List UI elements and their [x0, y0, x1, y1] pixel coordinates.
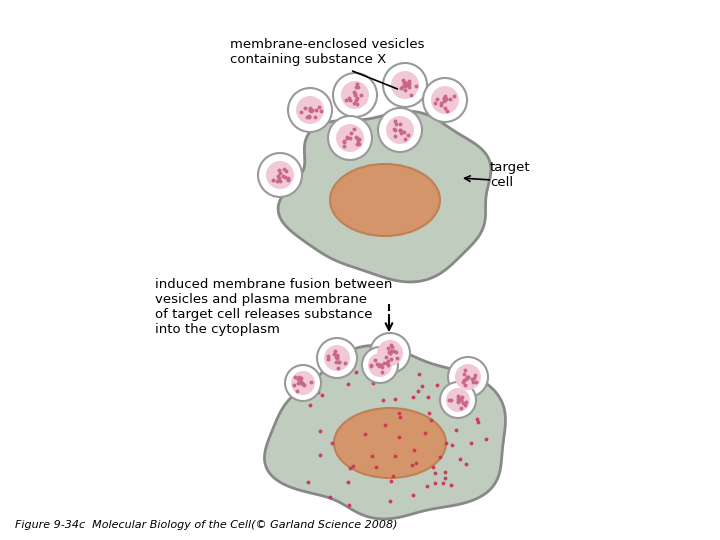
- Ellipse shape: [330, 164, 440, 236]
- Circle shape: [296, 96, 324, 124]
- Circle shape: [266, 161, 294, 189]
- Circle shape: [291, 371, 315, 395]
- Circle shape: [370, 333, 410, 373]
- Polygon shape: [278, 111, 491, 282]
- Circle shape: [362, 347, 398, 383]
- Circle shape: [328, 116, 372, 160]
- Circle shape: [377, 340, 403, 366]
- Circle shape: [336, 124, 364, 152]
- Circle shape: [324, 345, 350, 371]
- Circle shape: [288, 88, 332, 132]
- Circle shape: [285, 365, 321, 401]
- Circle shape: [431, 86, 459, 114]
- Ellipse shape: [334, 408, 446, 478]
- Text: membrane-enclosed vesicles
containing substance X: membrane-enclosed vesicles containing su…: [230, 38, 425, 66]
- Circle shape: [455, 364, 481, 390]
- Circle shape: [440, 382, 476, 418]
- Text: Figure 9-34c  Molecular Biology of the Cell(© Garland Science 2008): Figure 9-34c Molecular Biology of the Ce…: [15, 520, 397, 530]
- Circle shape: [378, 108, 422, 152]
- Circle shape: [368, 353, 392, 377]
- Circle shape: [383, 63, 427, 107]
- Circle shape: [333, 73, 377, 117]
- Circle shape: [386, 116, 414, 144]
- Text: induced membrane fusion between
vesicles and plasma membrane
of target cell rele: induced membrane fusion between vesicles…: [155, 278, 392, 336]
- Circle shape: [446, 388, 470, 412]
- Circle shape: [448, 357, 488, 397]
- Circle shape: [317, 338, 357, 378]
- Circle shape: [391, 71, 419, 99]
- Circle shape: [423, 78, 467, 122]
- Circle shape: [341, 81, 369, 109]
- Text: target
cell: target cell: [490, 161, 531, 189]
- Circle shape: [258, 153, 302, 197]
- Polygon shape: [264, 346, 505, 519]
